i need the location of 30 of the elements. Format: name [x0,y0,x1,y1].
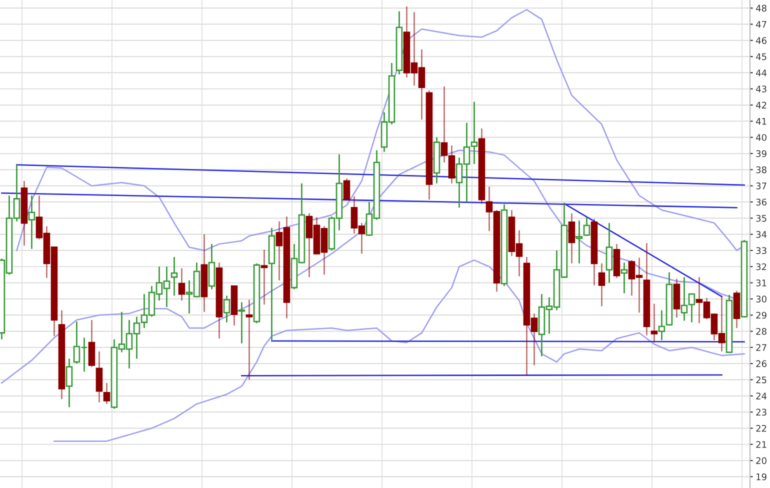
y-tick-label: 33 [756,247,766,254]
y-tick-label: 42 [756,102,766,108]
y-tick-label: 23 [756,408,766,416]
y-tick-label: 25 [756,376,766,384]
y-tick-label: 39 [756,150,766,158]
y-tick-label: 27 [756,344,766,351]
y-tick-label: 43 [756,86,766,92]
y-tick-label: 20 [756,457,766,464]
y-tick-label: 47 [756,21,766,28]
y-tick-label: 45 [756,53,766,60]
y-tick-label: 35 [756,214,766,222]
y-tick-label: 34 [756,231,767,238]
y-tick-label: 37 [756,182,766,190]
y-tick-label: 28 [756,328,766,335]
y-tick-label: 29 [756,312,766,319]
y-tick-label: 22 [756,424,766,432]
y-tick-label: 26 [756,360,766,368]
y-tick-label: 32 [756,263,766,270]
y-tick-label: 21 [756,441,766,448]
y-tick-label: 40 [756,134,766,141]
y-tick-label: 38 [756,166,766,174]
y-tick-label: 30 [756,296,766,302]
y-tick-label: 46 [756,37,766,44]
y-tick-label: 36 [756,198,766,206]
y-tick-label: 41 [756,118,766,125]
y-tick-label: 31 [756,280,766,286]
y-tick-label: 19 [756,473,766,480]
y-tick-label: 24 [756,392,767,400]
y-tick-label: 48 [756,4,766,12]
y-tick-label: 44 [756,70,767,76]
